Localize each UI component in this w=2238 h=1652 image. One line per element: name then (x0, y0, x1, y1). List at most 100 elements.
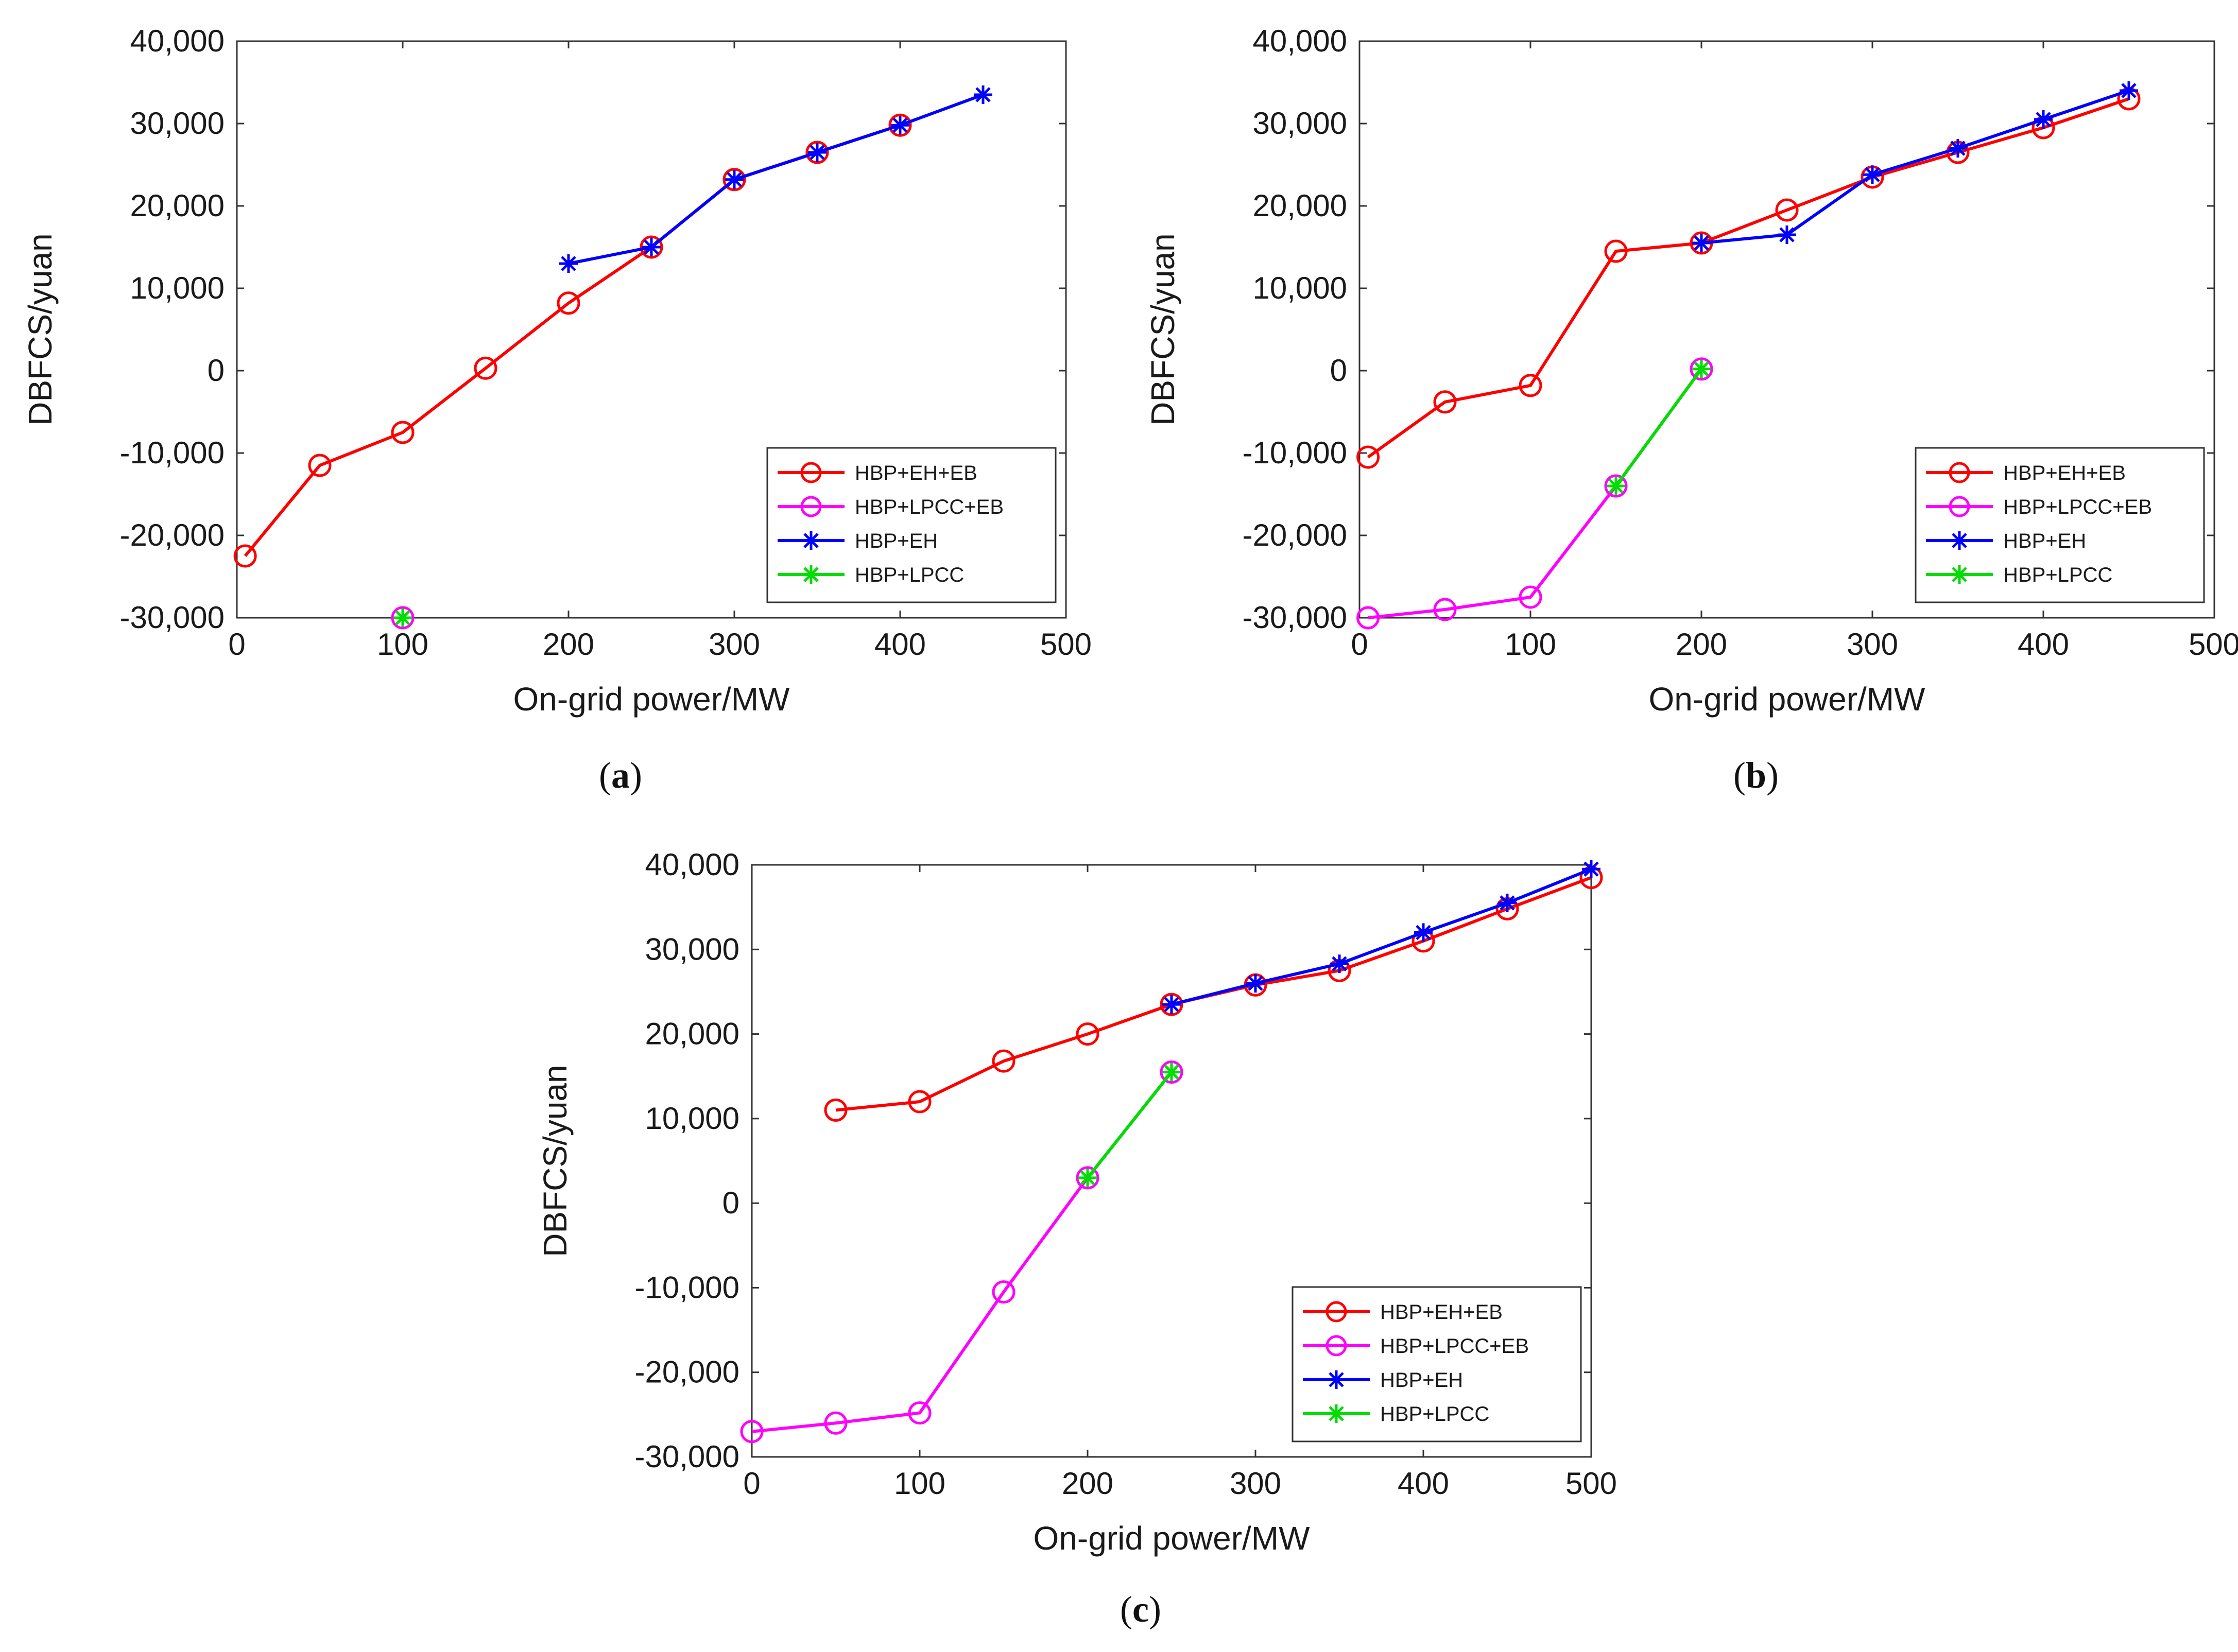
y-axis-label: DBFCS/yuan (537, 1065, 574, 1257)
x-tick-label: 200 (1676, 627, 1727, 662)
x-tick-label: 200 (1062, 1466, 1113, 1501)
data-point (1433, 390, 1457, 414)
data-point (1519, 585, 1542, 609)
panel-caption: (a) (599, 755, 642, 796)
legend-entry: HBP+EH (778, 530, 938, 552)
y-tick-label: 40,000 (1252, 24, 1347, 58)
legend-marker (1325, 1335, 1347, 1357)
legend-marker (1950, 565, 1969, 584)
data-point (642, 238, 661, 256)
y-tick-label: -30,000 (635, 1439, 740, 1474)
legend-label: HBP+EH (1380, 1369, 1463, 1392)
data-point (1160, 993, 1183, 1016)
data-point (1604, 239, 1628, 263)
data-point (1162, 995, 1181, 1014)
legend-marker (1949, 462, 1970, 483)
data-point (640, 235, 663, 259)
y-tick-label: 20,000 (1252, 188, 1347, 223)
data-point (1078, 1168, 1097, 1187)
data-point (725, 170, 744, 189)
y-tick-label: 10,000 (1252, 271, 1347, 305)
y-tick-label: -20,000 (635, 1355, 740, 1389)
x-tick-label: 200 (543, 627, 594, 662)
data-point (1692, 359, 1711, 378)
data-point (1076, 1022, 1099, 1046)
legend: HBP+EH+EB HBP+LPCC+EB HBP+EH HBP+LPCC (1292, 1286, 1582, 1442)
legend-entry: HBP+LPCC+EB (1926, 496, 2152, 518)
legend-marker (800, 462, 822, 483)
series-line (1171, 867, 1592, 1006)
legend-entry: HBP+LPCC+EB (778, 496, 1004, 518)
legend-entry: HBP+LPCC (1303, 1403, 1489, 1425)
y-tick-label: -30,000 (1243, 600, 1348, 635)
y-tick-label: -20,000 (1243, 518, 1348, 552)
data-point (1778, 225, 1796, 244)
data-point (391, 421, 415, 444)
legend-label: HBP+EH (855, 530, 938, 552)
data-point (1356, 445, 1380, 469)
legend-marker (1325, 1301, 1347, 1323)
data-point (1330, 954, 1349, 973)
legend-entry: HBP+EH+EB (778, 462, 977, 484)
y-tick-label: 10,000 (645, 1101, 739, 1136)
data-point (992, 1280, 1015, 1304)
data-point (391, 606, 415, 630)
data-point (1604, 474, 1628, 498)
legend-entry: HBP+EH (1303, 1369, 1463, 1392)
data-point (888, 113, 912, 137)
x-axis-label: On-grid power/MW (513, 681, 790, 718)
data-point (474, 356, 497, 380)
data-point (1863, 165, 1882, 184)
data-point (1775, 198, 1799, 222)
data-point (1414, 923, 1433, 942)
data-point (722, 168, 746, 192)
y-tick-label: -10,000 (635, 1270, 740, 1305)
y-tick-label: 30,000 (1252, 106, 1347, 141)
data-point (557, 291, 580, 315)
data-point (1356, 606, 1380, 630)
legend-entry: HBP+LPCC+EB (1303, 1335, 1529, 1358)
legend-marker (802, 531, 820, 550)
data-point (1246, 974, 1265, 993)
y-tick-label: 10,000 (130, 271, 225, 305)
legend-entry: HBP+LPCC (1926, 564, 2112, 586)
data-point (908, 1090, 932, 1114)
series-hbp-lpcc (393, 608, 412, 627)
legend-marker (800, 496, 822, 517)
legend-label: HBP+EH+EB (2003, 462, 2126, 484)
chart-panel-c: 0 100 200 300 400 500 40,000 30,000 20,000 10,000… (537, 847, 1617, 1630)
legend-entry: HBP+EH (1926, 530, 2086, 552)
y-tick-label: -10,000 (1243, 436, 1348, 470)
data-point (740, 1420, 764, 1444)
x-tick-label: 500 (1040, 627, 1092, 662)
data-point (2034, 110, 2053, 129)
y-tick-label: 30,000 (645, 932, 739, 966)
series-line (1701, 89, 2129, 245)
x-tick-label: 300 (1230, 1466, 1281, 1501)
series-line (1614, 368, 1703, 487)
legend-label: HBP+EH (2003, 530, 2086, 552)
y-tick-label: 30,000 (130, 106, 225, 141)
y-tick-label: 0 (722, 1186, 739, 1220)
legend-label: HBP+LPCC+EB (1380, 1335, 1529, 1358)
data-point (805, 141, 829, 164)
y-tick-label: -30,000 (120, 600, 225, 635)
y-tick-label: 20,000 (645, 1017, 739, 1051)
x-tick-label: 0 (1351, 627, 1368, 662)
legend-label: HBP+LPCC+EB (2003, 496, 2152, 518)
data-point (891, 116, 909, 135)
series-line (1086, 1071, 1173, 1179)
data-point (974, 85, 992, 104)
y-tick-label: 20,000 (130, 188, 225, 223)
data-point (808, 143, 827, 162)
x-tick-label: 100 (1505, 627, 1556, 662)
y-tick-label: 0 (208, 353, 225, 388)
data-point (992, 1049, 1015, 1073)
data-point (2120, 81, 2138, 100)
data-point (1433, 598, 1457, 621)
data-point (1498, 893, 1517, 912)
series-hbp-eh (559, 85, 992, 273)
x-tick-label: 0 (228, 627, 245, 662)
legend-marker (1327, 1370, 1346, 1389)
